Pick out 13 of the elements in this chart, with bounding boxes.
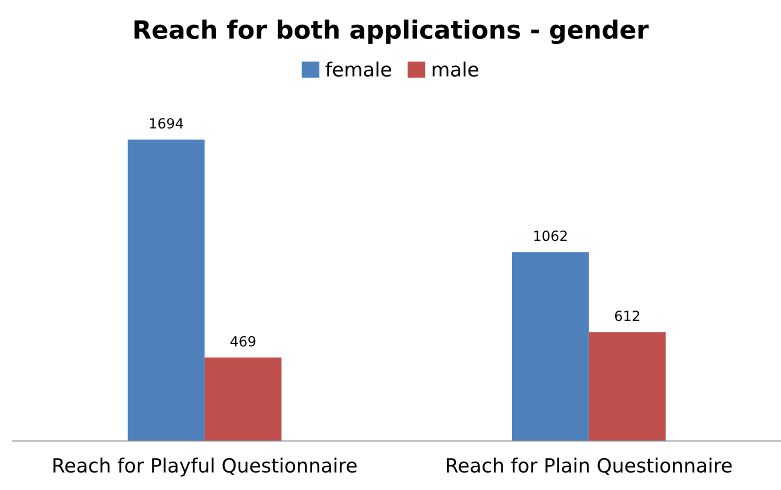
bar [512, 252, 589, 441]
bar [204, 358, 282, 441]
data-label: 1694 [150, 118, 184, 129]
legend-label: male [432, 62, 478, 77]
bar [588, 332, 666, 441]
x-tick-label: Reach for Playful Questionnaire [54, 458, 357, 476]
legend-label: female [326, 62, 392, 77]
data-label: 612 [615, 310, 640, 322]
data-label: 1062 [534, 230, 567, 242]
bar [128, 140, 205, 441]
data-label: 469 [230, 336, 256, 347]
chart-title: Reach for both applications - gender [134, 20, 649, 44]
x-tick-label: Reach for Plain Questionnaire [446, 458, 732, 475]
